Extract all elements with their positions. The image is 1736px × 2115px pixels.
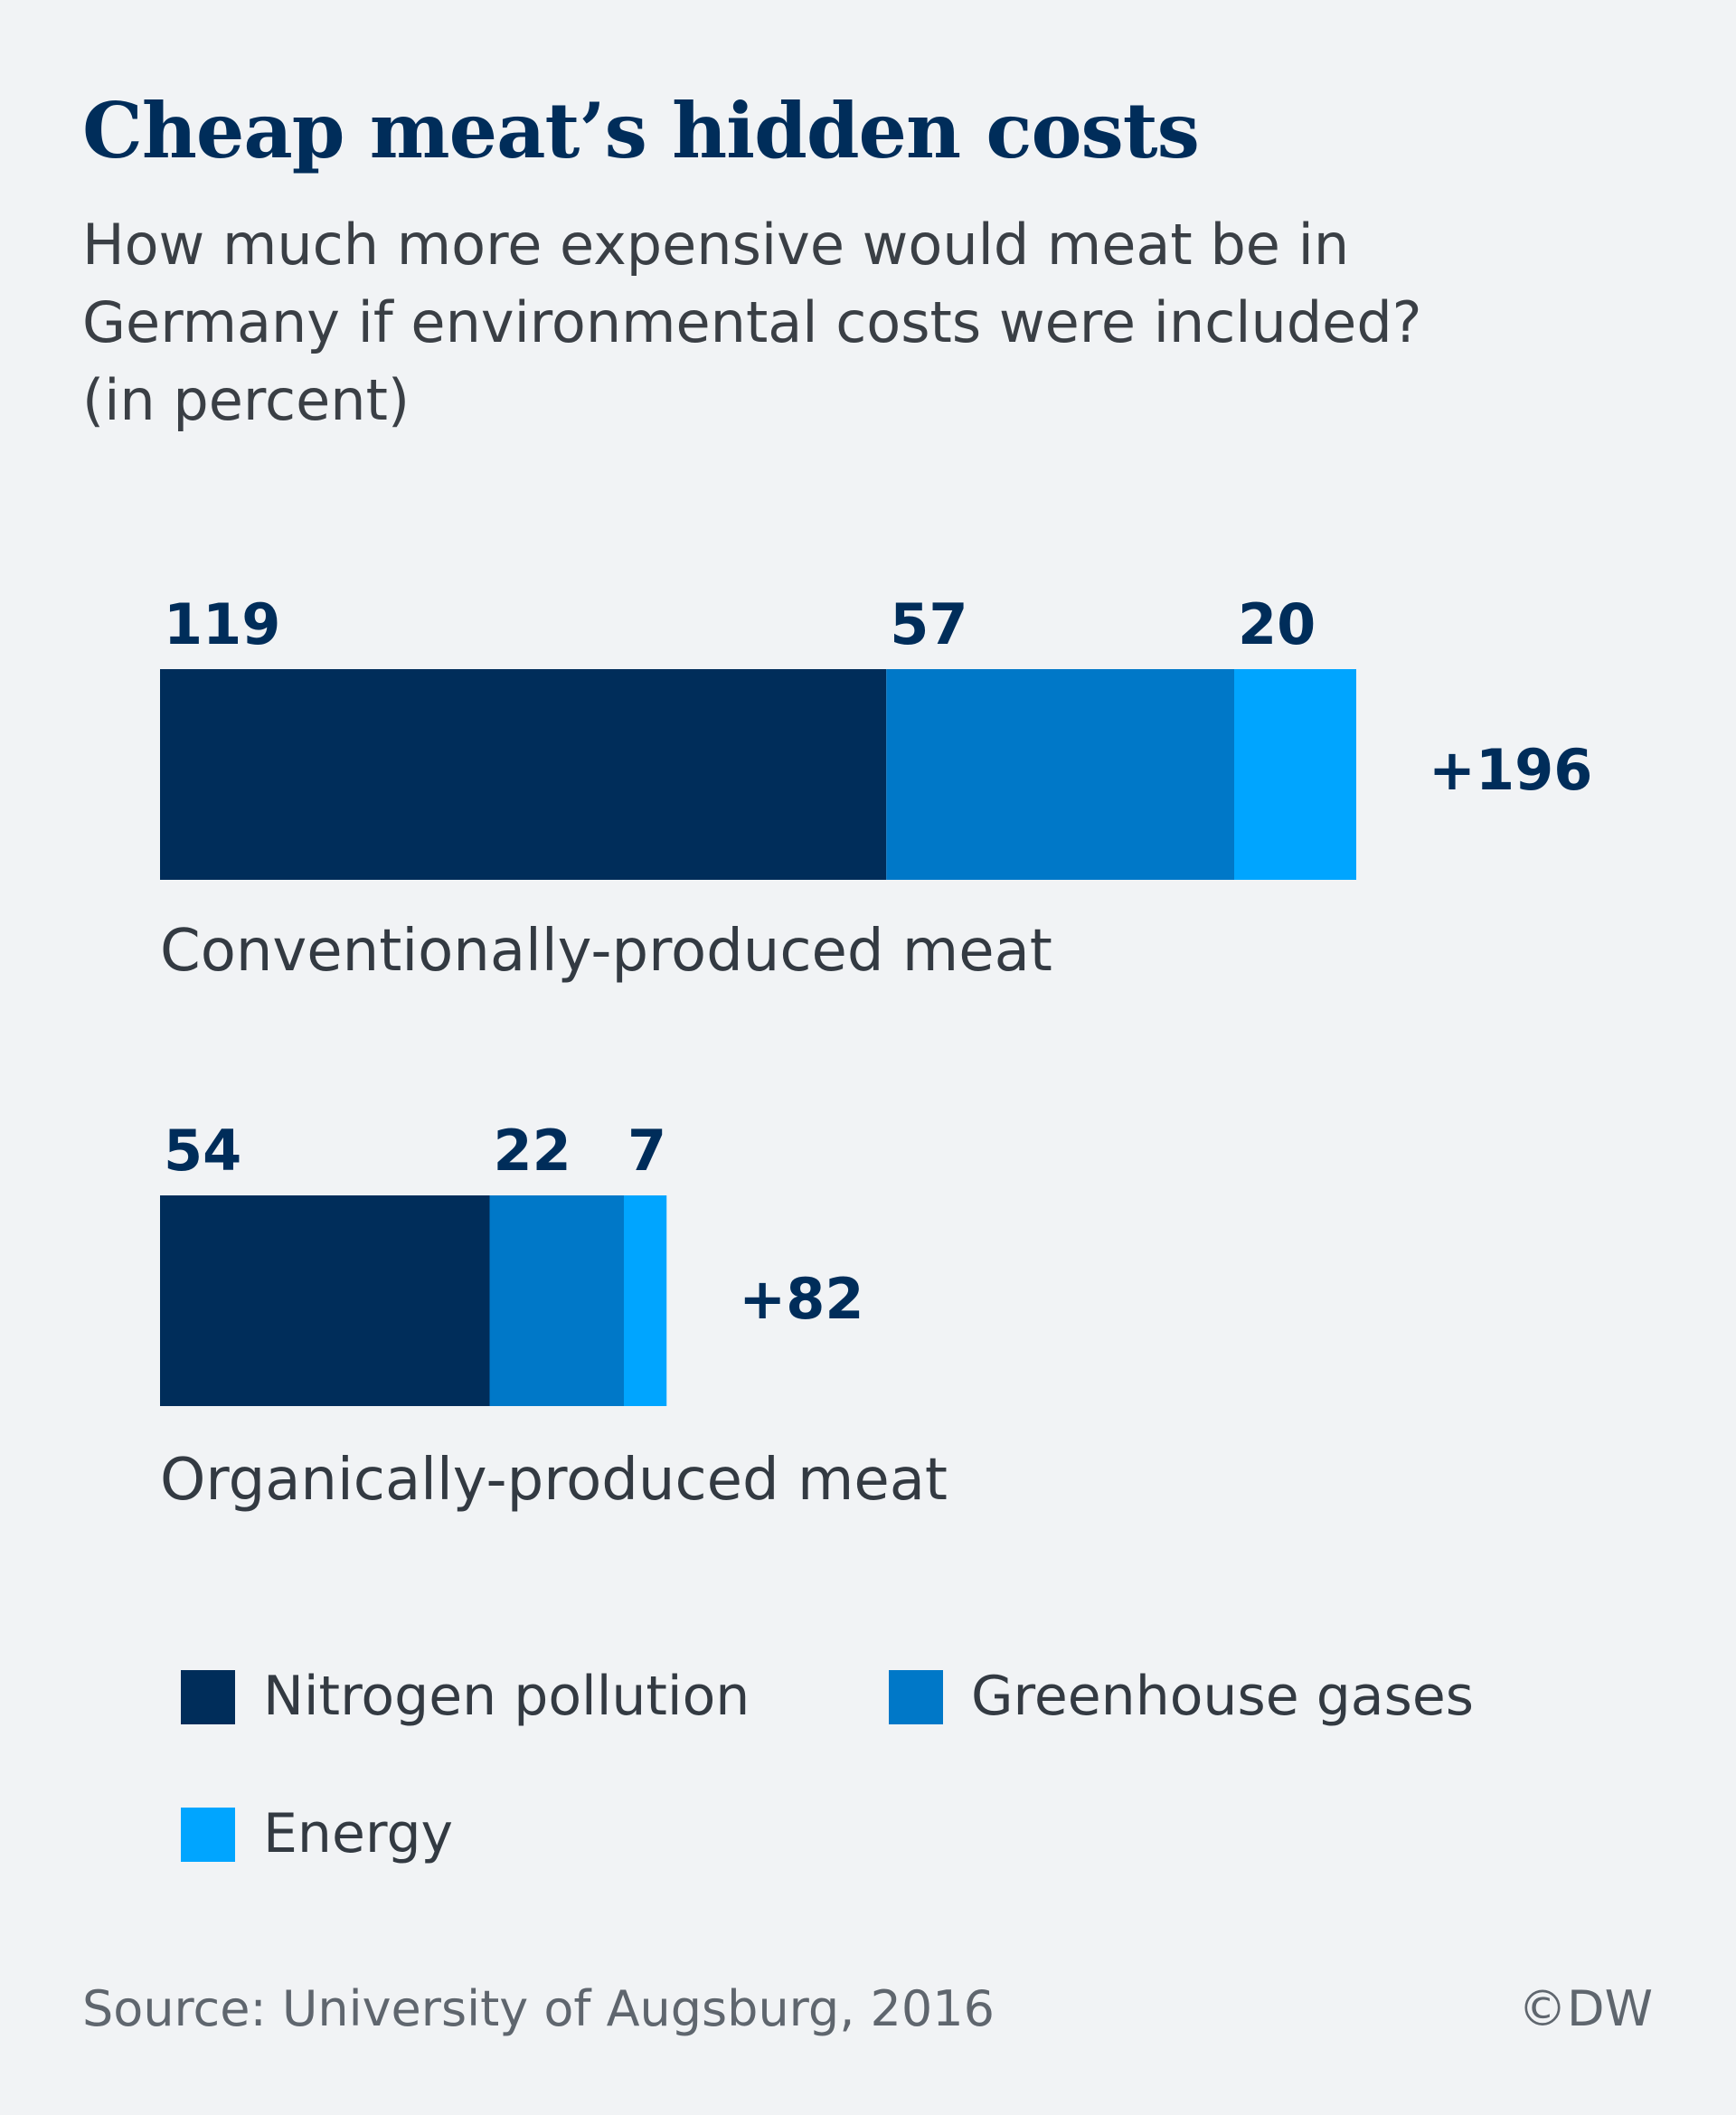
bar-conventional-energy: [1234, 669, 1356, 880]
value-label-organic-energy: 7: [627, 1118, 666, 1184]
legend-swatch-nitrogen: [181, 1670, 235, 1724]
value-label-conventional-greenhouse: 57: [890, 591, 967, 657]
value-label-organic-greenhouse: 22: [494, 1118, 571, 1184]
value-label-organic-nitrogen: 54: [164, 1118, 241, 1184]
value-label-conventional-energy: 20: [1238, 591, 1316, 657]
bar-conventional-greenhouse: [886, 669, 1234, 880]
chart-subtitle: How much more expensive would meat be in…: [82, 212, 1422, 433]
legend-label-nitrogen: Nitrogen pollution: [263, 1665, 750, 1728]
total-label-conventional: +196: [1429, 737, 1592, 803]
value-label-conventional-nitrogen: 119: [164, 591, 280, 657]
chart-title: Cheap meat’s hidden costs: [82, 86, 1200, 175]
bar-conventional-nitrogen: [160, 669, 887, 880]
legend-label-greenhouse: Greenhouse gases: [971, 1665, 1474, 1728]
source-note: Source: University of Augsburg, 2016: [82, 1980, 995, 2037]
category-label-conventional: Conventionally-produced meat: [160, 918, 1052, 985]
bar-organic-energy: [624, 1195, 667, 1406]
total-label-organic: +82: [739, 1266, 863, 1332]
bar-organic-nitrogen: [160, 1195, 490, 1406]
legend-label-energy: Energy: [263, 1802, 454, 1865]
legend-swatch-energy: [181, 1808, 235, 1862]
legend-swatch-greenhouse: [889, 1670, 943, 1724]
credit: ©DW: [1518, 1980, 1653, 2037]
category-label-organic: Organically-produced meat: [160, 1447, 948, 1514]
bar-organic-greenhouse: [489, 1195, 624, 1406]
